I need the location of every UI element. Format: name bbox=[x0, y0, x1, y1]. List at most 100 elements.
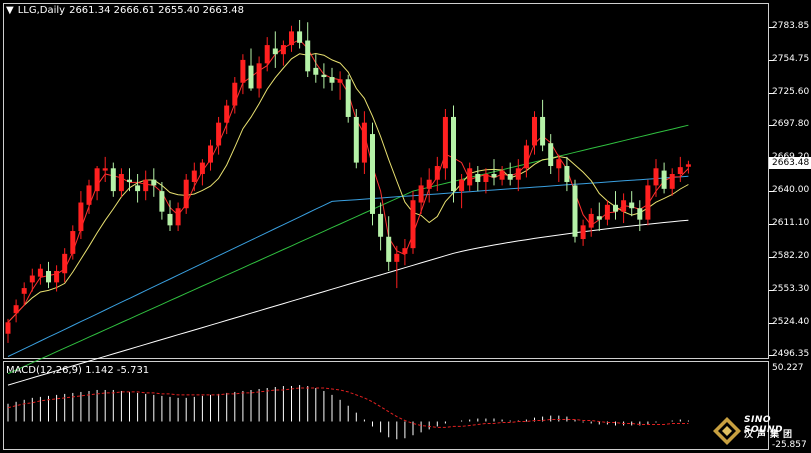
candle-bear bbox=[305, 40, 311, 72]
candle-bull bbox=[459, 179, 465, 192]
candle-bull bbox=[337, 79, 343, 83]
candle-bull bbox=[580, 225, 586, 240]
price-axis-label: 2496.35 bbox=[772, 349, 810, 359]
macd-label: MACD(12,26,9) 1.142 -5.731 bbox=[6, 365, 150, 376]
logo-chinese-text: 汉声集团 bbox=[744, 430, 797, 440]
candle-bear bbox=[151, 179, 157, 186]
candle-bull bbox=[499, 170, 505, 180]
last-price-tag: 2663.48 bbox=[769, 157, 811, 169]
candle-bull bbox=[669, 174, 675, 189]
logo-diamond-icon bbox=[713, 417, 741, 445]
candle-bull bbox=[434, 166, 440, 180]
candle-bear bbox=[572, 185, 578, 237]
candle-bull bbox=[208, 145, 213, 163]
candle-bull bbox=[94, 168, 100, 192]
price-axis-label: 2697.80 bbox=[772, 119, 810, 130]
price-axis-tick bbox=[769, 93, 773, 95]
candle-bull bbox=[556, 159, 562, 169]
symbol-label: LLG,Daily bbox=[17, 5, 66, 16]
candle-bull bbox=[523, 145, 529, 169]
candle-bear bbox=[127, 179, 132, 182]
price-axis-tick bbox=[769, 322, 773, 324]
price-axis-label: 2524.40 bbox=[772, 316, 810, 327]
sino-sound-logo: SINO SOUND 汉声集团 bbox=[712, 412, 807, 450]
candle-bull bbox=[685, 164, 691, 167]
candle-bull bbox=[118, 174, 124, 192]
price-axis-label: 2553.30 bbox=[772, 284, 810, 295]
candle-bear bbox=[353, 116, 359, 163]
candle-bull bbox=[183, 179, 189, 209]
candle-bull bbox=[232, 82, 238, 106]
candle-bull bbox=[418, 185, 424, 203]
price-axis-tick bbox=[769, 191, 773, 193]
candle-bull bbox=[532, 116, 537, 146]
dropdown-arrow-icon[interactable]: ▼ bbox=[6, 5, 14, 16]
candle-bull bbox=[280, 45, 286, 55]
candle-bull bbox=[143, 179, 149, 192]
price-axis-label: 2640.00 bbox=[772, 185, 810, 196]
candle-bear bbox=[110, 168, 116, 192]
candle-bull bbox=[21, 288, 27, 294]
candle-bull bbox=[677, 167, 683, 175]
price-axis-label: 2669.20 bbox=[772, 152, 809, 162]
ma-blue-line bbox=[7, 175, 689, 357]
macd-axis-bottom: -25.857 bbox=[772, 440, 807, 450]
price-axis-tick bbox=[769, 125, 773, 127]
candle-bull bbox=[467, 168, 473, 186]
candle-bear bbox=[248, 65, 254, 89]
candle-bear bbox=[297, 31, 303, 43]
candle-bull bbox=[62, 253, 68, 274]
candle-bear bbox=[661, 170, 667, 189]
candle-bull bbox=[29, 275, 35, 283]
macd-signal-line bbox=[7, 387, 689, 428]
chart-header: ▼ LLG,Daily 2661.34 2666.61 2655.40 2663.4… bbox=[6, 5, 248, 16]
ma-green-line bbox=[7, 124, 689, 375]
candle-bull bbox=[442, 116, 448, 169]
candle-bear bbox=[378, 213, 384, 237]
logo-brand-text: SINO SOUND bbox=[744, 415, 783, 435]
candle-bull bbox=[604, 204, 610, 220]
candle-bull bbox=[410, 200, 416, 249]
candle-bull bbox=[199, 162, 205, 175]
candle-bull bbox=[256, 63, 262, 89]
candle-bull bbox=[483, 174, 489, 182]
candle-bear bbox=[321, 74, 327, 78]
candle-bear bbox=[159, 191, 165, 212]
candle-bear bbox=[135, 185, 141, 192]
candle-bull bbox=[515, 168, 521, 180]
candle-bear bbox=[345, 79, 351, 117]
candle-bull bbox=[645, 185, 651, 220]
macd-axis-top: 50.227 bbox=[772, 363, 804, 373]
candle-bear bbox=[329, 77, 335, 83]
ohlc-values: 2661.34 2666.61 2655.40 2663.48 bbox=[69, 5, 245, 16]
candle-bull bbox=[54, 270, 60, 283]
price-axis-label: 2611.10 bbox=[772, 218, 810, 229]
price-panel[interactable] bbox=[3, 3, 769, 359]
candle-bull bbox=[78, 202, 84, 232]
candle-bull bbox=[653, 168, 659, 186]
candle-bull bbox=[216, 122, 222, 146]
candle-bull bbox=[86, 185, 92, 205]
candle-bear bbox=[548, 143, 554, 167]
macd-panel[interactable] bbox=[3, 361, 769, 450]
candle-bull bbox=[240, 59, 246, 83]
price-axis-label: 2582.20 bbox=[772, 251, 810, 262]
price-axis-tick bbox=[769, 60, 773, 62]
candle-bull bbox=[175, 208, 181, 226]
price-axis-tick bbox=[769, 27, 773, 28]
candle-bull bbox=[264, 45, 270, 64]
candle-bear bbox=[370, 134, 375, 214]
candle-bull bbox=[37, 268, 43, 277]
candle-bull bbox=[588, 213, 594, 228]
price-axis-label: 2754.75 bbox=[772, 54, 810, 65]
candle-bull bbox=[361, 122, 367, 163]
candle-bull bbox=[191, 170, 197, 182]
candle-bear bbox=[491, 174, 497, 178]
candle-bear bbox=[46, 270, 51, 283]
candle-bear bbox=[451, 116, 456, 192]
ma-white-line bbox=[7, 219, 689, 386]
price-axis-tick bbox=[769, 355, 773, 356]
candle-bull bbox=[394, 253, 400, 262]
